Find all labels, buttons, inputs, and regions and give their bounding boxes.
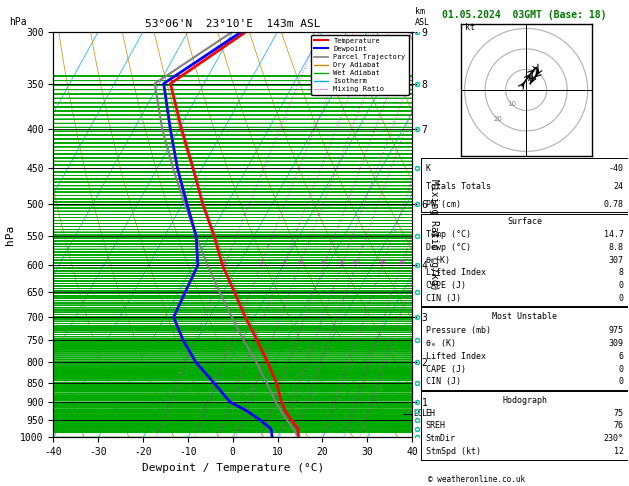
- Text: Lifted Index: Lifted Index: [426, 268, 486, 278]
- Text: LCL: LCL: [413, 409, 427, 418]
- Text: 4: 4: [298, 260, 302, 265]
- Text: CIN (J): CIN (J): [426, 378, 460, 386]
- Text: EH: EH: [426, 409, 435, 417]
- Text: 2: 2: [259, 260, 263, 265]
- Y-axis label: hPa: hPa: [4, 225, 14, 244]
- Text: Dewp (°C): Dewp (°C): [426, 243, 470, 252]
- Text: PW (cm): PW (cm): [426, 200, 460, 209]
- Text: Temp (°C): Temp (°C): [426, 230, 470, 239]
- Text: km
ASL: km ASL: [415, 7, 430, 27]
- Text: 20: 20: [398, 260, 406, 265]
- Text: 20: 20: [493, 116, 502, 122]
- Text: 0: 0: [618, 295, 623, 303]
- Y-axis label: Mixing Ratio (g/kg): Mixing Ratio (g/kg): [429, 179, 438, 290]
- Text: Pressure (mb): Pressure (mb): [426, 326, 491, 335]
- Text: 309: 309: [609, 339, 623, 348]
- Text: Hodograph: Hodograph: [502, 396, 547, 405]
- Text: 75: 75: [614, 409, 623, 417]
- Text: 12: 12: [614, 448, 623, 456]
- X-axis label: Dewpoint / Temperature (°C): Dewpoint / Temperature (°C): [142, 463, 324, 473]
- Text: Lifted Index: Lifted Index: [426, 352, 486, 361]
- Text: 15: 15: [378, 260, 386, 265]
- Text: 14.7: 14.7: [604, 230, 623, 239]
- Text: θₑ (K): θₑ (K): [426, 339, 455, 348]
- Text: -40: -40: [609, 164, 623, 174]
- Text: 6: 6: [322, 260, 326, 265]
- Text: 975: 975: [609, 326, 623, 335]
- Text: SREH: SREH: [426, 421, 445, 431]
- Text: StmSpd (kt): StmSpd (kt): [426, 448, 481, 456]
- Text: 10: 10: [508, 101, 516, 107]
- Text: 230°: 230°: [604, 434, 623, 443]
- Text: 01.05.2024  03GMT (Base: 18): 01.05.2024 03GMT (Base: 18): [442, 10, 607, 20]
- Text: 0: 0: [618, 281, 623, 291]
- Text: 8: 8: [618, 268, 623, 278]
- Text: 8.8: 8.8: [609, 243, 623, 252]
- Text: 3: 3: [281, 260, 285, 265]
- Text: CAPE (J): CAPE (J): [426, 364, 465, 374]
- Text: 0: 0: [618, 364, 623, 374]
- Text: Surface: Surface: [507, 217, 542, 226]
- Text: 8: 8: [340, 260, 343, 265]
- Text: 307: 307: [609, 256, 623, 264]
- Text: 24: 24: [614, 182, 623, 191]
- Text: CIN (J): CIN (J): [426, 295, 460, 303]
- Text: 6: 6: [618, 352, 623, 361]
- Text: 10: 10: [352, 260, 360, 265]
- Text: hPa: hPa: [9, 17, 27, 27]
- Title: 53°06'N  23°10'E  143m ASL: 53°06'N 23°10'E 143m ASL: [145, 19, 321, 30]
- Text: 0.78: 0.78: [604, 200, 623, 209]
- Text: K: K: [426, 164, 431, 174]
- Text: Most Unstable: Most Unstable: [492, 312, 557, 321]
- Text: Totals Totals: Totals Totals: [426, 182, 491, 191]
- Text: θₑ(K): θₑ(K): [426, 256, 450, 264]
- Text: StmDir: StmDir: [426, 434, 455, 443]
- Text: 0: 0: [618, 378, 623, 386]
- Legend: Temperature, Dewpoint, Parcel Trajectory, Dry Adiabat, Wet Adiabat, Isotherm, Mi: Temperature, Dewpoint, Parcel Trajectory…: [311, 35, 408, 95]
- Text: 1: 1: [223, 260, 226, 265]
- Text: 76: 76: [614, 421, 623, 431]
- Text: kt: kt: [465, 23, 475, 33]
- Text: © weatheronline.co.uk: © weatheronline.co.uk: [428, 475, 525, 484]
- Text: CAPE (J): CAPE (J): [426, 281, 465, 291]
